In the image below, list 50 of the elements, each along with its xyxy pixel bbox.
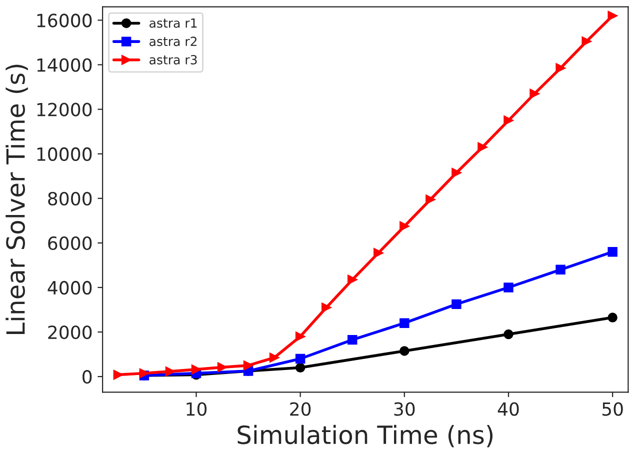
x-axis-title: Simulation Time (ns) — [238, 424, 493, 448]
x-tick-label: 20 — [290, 402, 311, 416]
point — [452, 299, 462, 310]
point — [452, 168, 462, 178]
point — [608, 246, 618, 257]
y-axis-title: Linear Solver Time (s) — [6, 64, 28, 334]
point — [295, 354, 306, 364]
y-tick-label: 14000 — [37, 58, 92, 72]
y-tick-label: 6000 — [48, 236, 92, 250]
point — [348, 274, 358, 285]
x-tick-label: 30 — [394, 402, 415, 416]
point — [426, 194, 436, 204]
point — [400, 221, 410, 232]
y-tick-label: 4000 — [48, 280, 92, 295]
y-tick-label: 8000 — [48, 192, 92, 206]
x-tick-label: 10 — [186, 402, 207, 416]
point — [217, 362, 228, 372]
point — [556, 63, 566, 73]
legend-label: astra r1 — [150, 18, 197, 28]
point — [374, 248, 384, 258]
y-tick-label: 0 — [82, 370, 92, 384]
legend-label: astra r3 — [150, 55, 197, 64]
point — [504, 116, 514, 126]
point — [165, 366, 176, 376]
point — [321, 302, 332, 312]
point — [504, 282, 514, 292]
point — [504, 329, 514, 340]
y-tick-label: 2000 — [48, 325, 92, 340]
x-tick-label: 50 — [602, 402, 623, 416]
point — [400, 318, 410, 328]
point — [582, 36, 592, 46]
y-tick-label: 16000 — [37, 14, 92, 28]
point — [295, 362, 306, 373]
point — [478, 142, 488, 152]
point — [295, 332, 306, 342]
point — [348, 334, 358, 345]
point — [530, 88, 540, 99]
point — [400, 346, 410, 356]
y-tick-label: 12000 — [37, 102, 92, 116]
point — [191, 364, 202, 374]
point — [269, 352, 280, 362]
point — [243, 360, 254, 370]
point — [113, 370, 124, 380]
point — [139, 368, 150, 378]
point — [608, 312, 618, 322]
point — [608, 10, 618, 21]
y-tick-label: 10000 — [37, 147, 92, 161]
point — [556, 264, 566, 275]
legend-label: astra r2 — [150, 36, 196, 46]
x-tick-label: 40 — [498, 402, 519, 416]
